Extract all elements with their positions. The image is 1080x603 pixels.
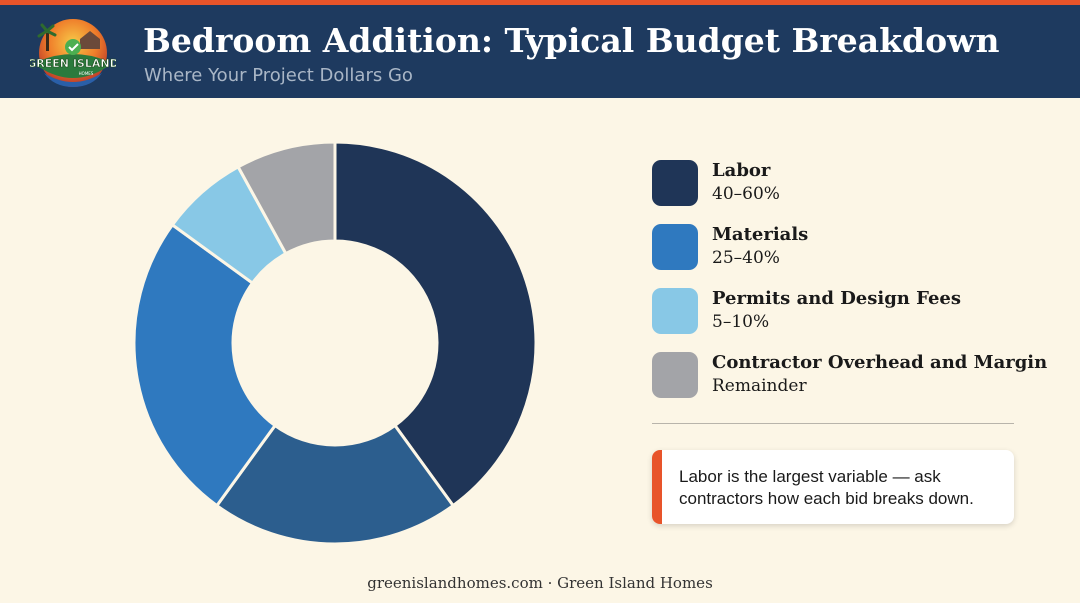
pie-slice-materials-2 xyxy=(132,222,278,508)
callout-accent-bar xyxy=(652,450,662,524)
top-accent-bar xyxy=(0,0,1080,5)
legend-swatch-materials xyxy=(652,224,698,270)
pie-slice-labor-0 xyxy=(333,140,538,508)
legend-item-overhead: Contractor Overhead and Margin Remainder xyxy=(652,350,1047,414)
legend-label: Labor xyxy=(712,160,771,181)
page-subtitle: Where Your Project Dollars Go xyxy=(144,65,413,86)
legend-item-permits: Permits and Design Fees 5–10% xyxy=(652,286,1032,350)
legend-value: 40–60% xyxy=(712,184,780,204)
callout-text: Labor is the largest variable — ask cont… xyxy=(679,467,974,508)
legend-label: Contractor Overhead and Margin xyxy=(712,352,1048,373)
legend-swatch-overhead xyxy=(652,352,698,398)
header-bar: GREEN ISLAND HOMES Bedroom Addition: Typ… xyxy=(0,5,1080,98)
green-island-logo: GREEN ISLAND HOMES xyxy=(30,19,116,87)
chart-legend: Labor 40–60% Materials 25–40% Permits an… xyxy=(652,158,1047,414)
legend-swatch-labor xyxy=(652,160,698,206)
legend-label: Permits and Design Fees xyxy=(712,288,961,309)
legend-swatch-permits xyxy=(652,288,698,334)
footer-credit: greenislandhomes.com · Green Island Home… xyxy=(367,574,713,592)
pie-slice-contractor-overhead-and-margin-4 xyxy=(236,140,337,256)
logo-subtext: HOMES xyxy=(79,71,94,76)
callout-box: Labor is the largest variable — ask cont… xyxy=(652,450,1014,524)
legend-item-materials: Materials 25–40% xyxy=(652,222,1032,286)
legend-value: Remainder xyxy=(712,376,807,396)
page-title: Bedroom Addition: Typical Budget Breakdo… xyxy=(143,21,1000,60)
legend-item-labor: Labor 40–60% xyxy=(652,158,1032,222)
logo-text: GREEN ISLAND xyxy=(30,57,116,70)
pie-slice-labor-1 xyxy=(214,423,456,546)
legend-divider xyxy=(652,423,1014,424)
legend-label: Materials xyxy=(712,224,809,245)
legend-value: 5–10% xyxy=(712,312,770,332)
budget-donut-chart xyxy=(132,140,538,546)
legend-value: 25–40% xyxy=(712,248,780,268)
